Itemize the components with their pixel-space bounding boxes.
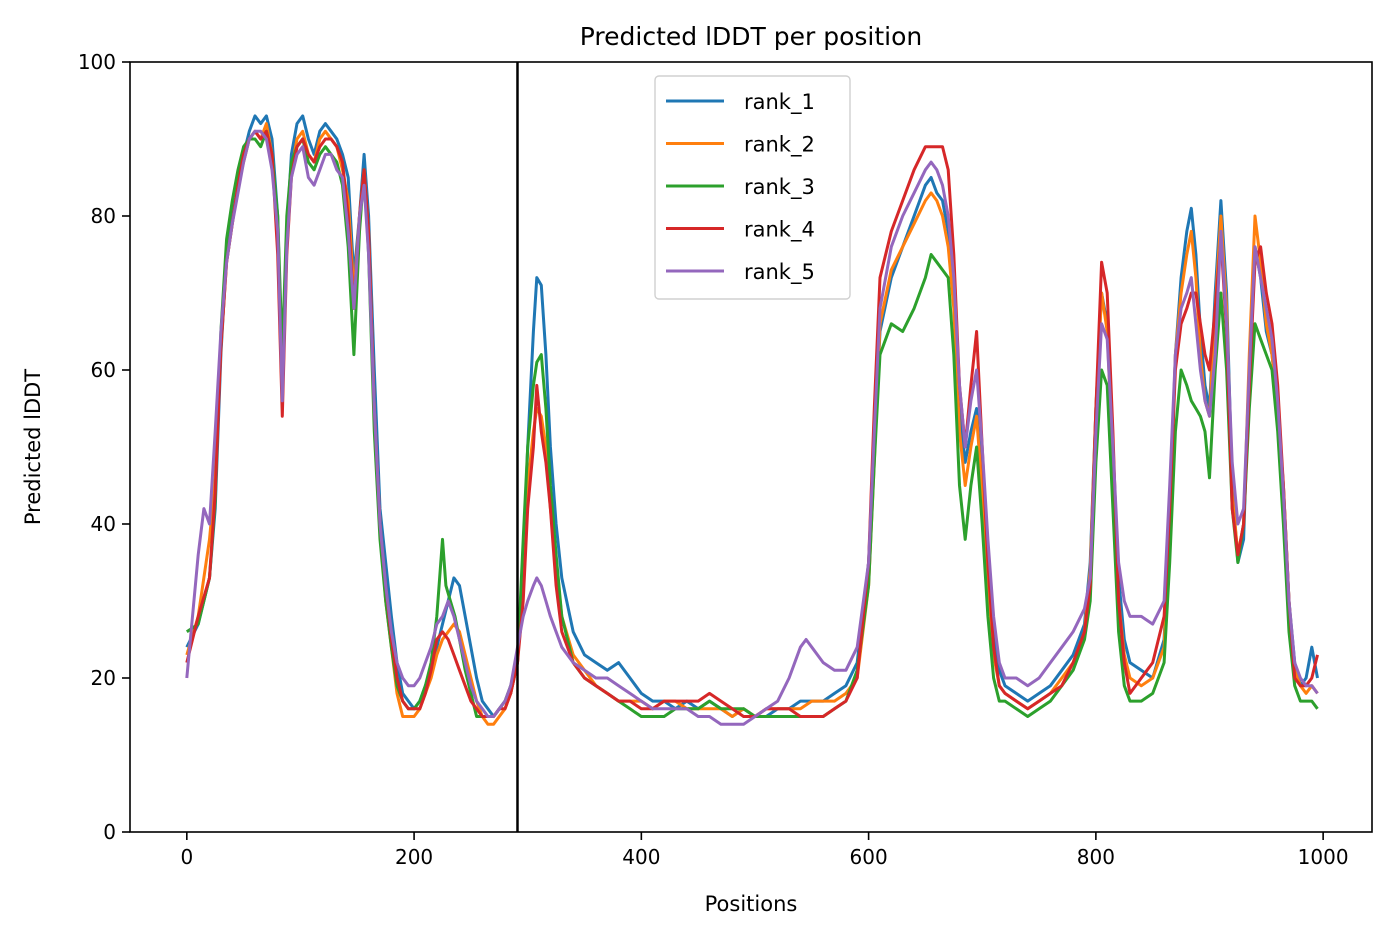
y-tick-label: 0: [103, 820, 116, 844]
x-tick-label: 800: [1077, 845, 1115, 869]
legend-label-rank_2: rank_2: [744, 133, 815, 158]
y-tick-label: 100: [78, 50, 116, 74]
legend-box: [654, 75, 851, 300]
x-tick-label: 600: [850, 845, 888, 869]
legend-label-rank_4: rank_4: [744, 218, 815, 243]
x-axis-label: Positions: [705, 892, 798, 916]
legend: rank_1 rank_2 rank_3 rank_4 rank_5: [654, 75, 851, 300]
x-tick-label: 200: [395, 845, 433, 869]
series-line-rank_5: [185, 129, 1319, 726]
y-axis-ticks: 0 20 40 60 80 100: [78, 50, 130, 844]
y-tick-label: 40: [91, 512, 116, 536]
chart-title: Predicted lDDT per position: [580, 22, 922, 51]
y-tick-label: 60: [91, 358, 116, 382]
plot-frame: [129, 61, 1373, 833]
series-lines: [185, 114, 1319, 726]
legend-label-rank_1: rank_1: [744, 90, 815, 115]
y-tick-label: 20: [91, 666, 116, 690]
y-axis-label: Predicted lDDT: [21, 369, 45, 525]
x-axis-ticks: 0 200 400 600 800 1000: [180, 832, 1349, 869]
x-tick-label: 400: [622, 845, 660, 869]
legend-label-rank_3: rank_3: [744, 175, 815, 200]
x-tick-label: 0: [180, 845, 193, 869]
legend-label-rank_5: rank_5: [744, 260, 815, 285]
x-tick-label: 1000: [1298, 845, 1349, 869]
y-tick-label: 80: [91, 204, 116, 228]
